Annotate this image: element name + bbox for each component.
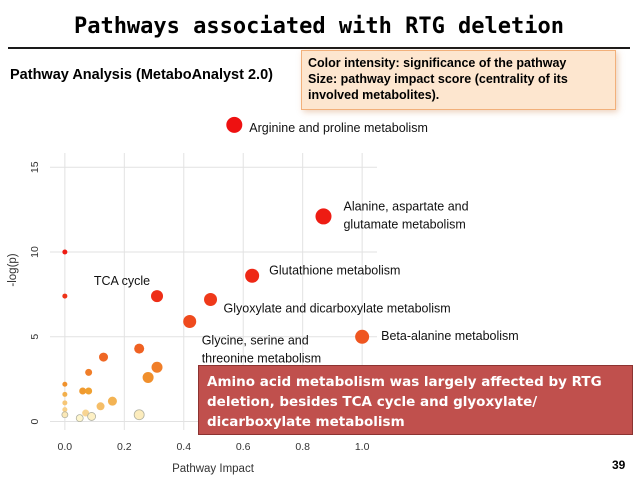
x-tick-label: 1.0: [355, 441, 370, 453]
point-label: threonine metabolism: [202, 352, 322, 366]
legend-note-line: involved metabolites).: [308, 88, 440, 102]
data-point: [62, 381, 68, 387]
data-point: [245, 268, 260, 283]
point-label: TCA cycle: [94, 274, 150, 288]
data-point: [82, 409, 90, 417]
data-point: [75, 414, 84, 423]
data-point: [142, 371, 154, 383]
data-point: [107, 396, 117, 406]
data-point: [61, 411, 69, 419]
point-label: glutamate metabolism: [343, 217, 465, 231]
data-point: [62, 400, 68, 406]
point-label: Glycine, serine and: [202, 334, 309, 348]
data-point: [85, 368, 93, 376]
x-tick-label: 0.0: [58, 441, 73, 453]
conclusion-callout: Amino acid metabolism was largely affect…: [198, 365, 633, 435]
data-point: [62, 407, 68, 413]
analysis-subtitle: Pathway Analysis (MetaboAnalyst 2.0): [10, 67, 273, 83]
x-tick-label: 0.6: [236, 441, 251, 453]
y-axis-label: -log(p): [7, 253, 19, 286]
legend-note-box: Color intensity: significance of the pat…: [301, 50, 616, 110]
data-point: [79, 387, 87, 395]
chart-axes: 0.0 0.2 0.4 0.6 0.8 1.0 0 5 10 15: [29, 161, 370, 453]
data-point: [134, 343, 145, 354]
data-point: [315, 208, 332, 225]
data-point: [151, 290, 164, 303]
y-tick-label: 10: [29, 246, 41, 258]
data-point: [96, 402, 105, 411]
data-point: [62, 391, 68, 397]
chart-points: [61, 116, 370, 423]
data-point: [204, 292, 218, 306]
y-tick-label: 15: [29, 161, 41, 173]
point-label: Alanine, aspartate and: [343, 199, 468, 213]
point-label: Glyoxylate and dicarboxylate metabolism: [224, 301, 451, 315]
title-divider: [8, 47, 630, 49]
point-labels: Arginine and proline metabolism Alanine, …: [94, 121, 519, 366]
data-point: [62, 293, 68, 299]
data-point: [226, 116, 243, 133]
page-number: 39: [612, 458, 626, 472]
legend-note-line: Color intensity: significance of the pat…: [308, 56, 567, 70]
data-point: [151, 361, 163, 373]
x-tick-label: 0.4: [176, 441, 191, 453]
x-axis-label: Pathway Impact: [172, 463, 255, 475]
data-point: [99, 352, 109, 362]
point-label: Arginine and proline metabolism: [249, 121, 428, 135]
data-point: [87, 412, 97, 421]
data-point: [183, 315, 197, 329]
point-label: Beta-alanine metabolism: [381, 329, 519, 343]
y-tick-label: 0: [29, 418, 41, 424]
data-point: [133, 409, 145, 421]
y-tick-label: 5: [29, 334, 41, 340]
point-label: Glutathione metabolism: [269, 264, 400, 278]
legend-note-line: Size: pathway impact score (centrality o…: [308, 72, 568, 86]
data-point: [355, 329, 370, 344]
data-point: [85, 387, 93, 395]
data-point: [62, 249, 68, 255]
x-tick-label: 0.8: [295, 441, 310, 453]
x-tick-label: 0.2: [117, 441, 132, 453]
slide-title: Pathways associated with RTG deletion: [73, 14, 565, 39]
